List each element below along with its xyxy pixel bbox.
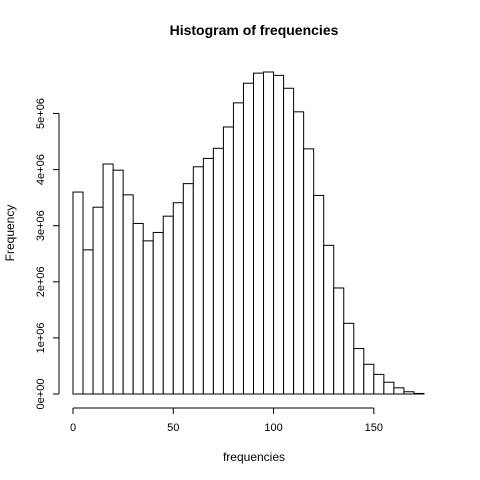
histogram-bar	[383, 381, 395, 395]
histogram-bar	[303, 148, 315, 395]
histogram-bar	[363, 363, 375, 395]
histogram-bar	[212, 147, 224, 395]
bars-group	[72, 71, 425, 395]
histogram-bar	[202, 157, 214, 395]
x-axis: 0 50 100 150	[70, 407, 383, 434]
histogram-bar	[313, 194, 325, 395]
histogram-bar	[343, 322, 355, 395]
y-tick-label: 1e+06	[35, 322, 47, 353]
x-tick-label: 50	[167, 422, 179, 434]
x-tick-label: 0	[70, 422, 76, 434]
x-tick-label: 150	[365, 422, 383, 434]
y-tick-label: 2e+06	[35, 266, 47, 297]
histogram-bar	[293, 111, 305, 395]
histogram-bar	[323, 244, 335, 395]
histogram-bar	[102, 163, 114, 395]
histogram-bar	[263, 71, 275, 395]
y-tick-label: 5e+06	[35, 98, 47, 129]
histogram-bar	[232, 102, 244, 395]
y-axis-label: Frequency	[3, 205, 17, 262]
histogram-bar	[72, 191, 84, 395]
histogram-bar	[283, 87, 295, 395]
histogram-bar	[273, 74, 285, 395]
histogram-bar	[222, 126, 234, 395]
histogram-bar	[182, 183, 194, 395]
x-axis-label: frequencies	[223, 450, 285, 464]
histogram-bar	[152, 231, 164, 395]
histogram-bar	[82, 249, 94, 395]
y-axis: 0e+00 1e+06 2e+06 3e+06 4e+06 5e+06	[35, 98, 60, 410]
y-tick-label: 0e+00	[35, 379, 47, 410]
histogram-bar	[122, 194, 134, 395]
histogram-bar	[192, 166, 204, 395]
histogram-bar	[92, 206, 104, 395]
chart-title: Histogram of frequencies	[170, 22, 339, 38]
histogram-bar	[242, 82, 255, 395]
histogram-bar	[162, 215, 174, 395]
y-tick-label: 3e+06	[35, 210, 47, 241]
histogram-bar	[132, 222, 144, 395]
x-tick-label: 100	[264, 422, 282, 434]
histogram-bar	[373, 373, 385, 395]
histogram-bar	[403, 391, 415, 395]
histogram-bar	[112, 169, 124, 395]
histogram-bar	[413, 392, 425, 395]
histogram-bar	[393, 387, 405, 395]
y-tick-label: 4e+06	[35, 154, 47, 185]
histogram-bar	[253, 72, 265, 395]
histogram-bar	[333, 287, 345, 395]
histogram-bar	[353, 348, 365, 395]
histogram-bar	[172, 202, 184, 395]
histogram-bar	[142, 240, 154, 395]
